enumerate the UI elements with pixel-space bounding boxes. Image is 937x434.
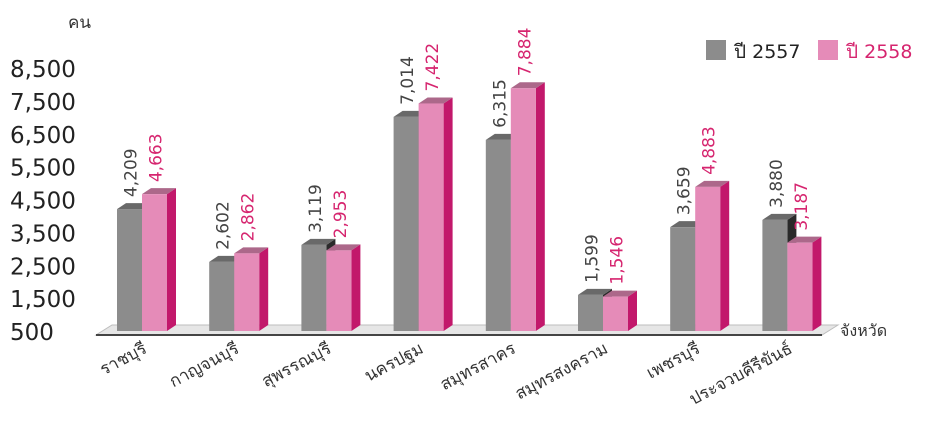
value-label-2-7: 4,883: [700, 126, 720, 175]
value-label-1-6: 1,599: [583, 234, 603, 283]
value-label-2-1: 4,663: [147, 133, 167, 182]
bar-2-6: [603, 290, 637, 331]
value-label-1-1: 4,209: [122, 148, 142, 197]
x-axis-ticks: ราชบุรี กาญจนบุรี สุพรรณบุรี นครปฐม สมุทรสาค…: [97, 339, 796, 410]
bar-2-1: [142, 188, 176, 331]
x-tick-label: สมุทรสงคราม: [512, 339, 611, 404]
value-label-1-8: 3,880: [767, 159, 787, 208]
x-tick-label: ราชบุรี: [97, 339, 151, 380]
y-tick-label: 4,500: [10, 189, 76, 215]
legend-swatch: [706, 40, 726, 60]
y-axis-label: คน: [68, 13, 91, 33]
value-label-1-2: 2,602: [214, 201, 234, 250]
bar-2-3: [326, 244, 361, 331]
x-tick-label: สุพรรณบุรี: [259, 339, 335, 392]
chart-floor: [94, 324, 840, 336]
y-tick-label: 8,500: [10, 57, 76, 83]
x-tick-label: นครปฐม: [361, 339, 426, 386]
x-tick-label: ประจวบคีรีขันธ์: [686, 339, 796, 410]
value-label-1-7: 3,659: [675, 166, 695, 215]
x-tick-label: เพชรบุรี: [643, 339, 703, 384]
bar-2-8: [787, 236, 822, 331]
x-tick-label: สมุทรสาคร: [437, 339, 519, 395]
bar-2-4: [418, 97, 453, 332]
value-label-2-2: 2,862: [239, 193, 259, 242]
y-tick-label: 1,500: [10, 287, 76, 313]
bars: [117, 82, 822, 332]
value-label-1-4: 7,014: [398, 56, 418, 105]
bar-2-5: [510, 82, 545, 331]
y-axis-ticks: 8,500 7,500 6,500 5,500 4,500 3,500 2,500 1,500…: [10, 57, 76, 346]
bar-2-2: [234, 247, 269, 331]
x-axis-label: จังหวัด: [840, 321, 887, 340]
legend-label: ปี 2557: [733, 41, 800, 63]
value-label-2-5: 7,884: [515, 28, 535, 77]
legend: ปี 2557 ปี 2558: [706, 40, 912, 63]
value-label-2-6: 1,546: [608, 236, 628, 285]
y-tick-label: 3,500: [10, 221, 76, 247]
legend-label: ปี 2558: [845, 41, 912, 63]
value-label-2-8: 3,187: [792, 182, 812, 231]
value-label-1-5: 6,315: [490, 79, 510, 128]
value-label-2-4: 7,422: [423, 43, 443, 92]
value-label-2-3: 2,953: [331, 190, 351, 239]
legend-swatch: [818, 40, 838, 60]
y-tick-label: 500: [10, 320, 54, 346]
bar-2-7: [695, 180, 730, 331]
value-label-1-3: 3,119: [306, 184, 326, 233]
y-tick-label: 2,500: [10, 254, 76, 280]
x-tick-label: กาญจนบุรี: [166, 339, 242, 392]
value-labels: 4,209 4,663 2,602 2,862 3,119 2,953 7,014 7,422…: [122, 28, 812, 285]
y-tick-label: 6,500: [10, 123, 76, 149]
y-tick-label: 7,500: [10, 90, 76, 116]
y-tick-label: 5,500: [10, 156, 76, 182]
